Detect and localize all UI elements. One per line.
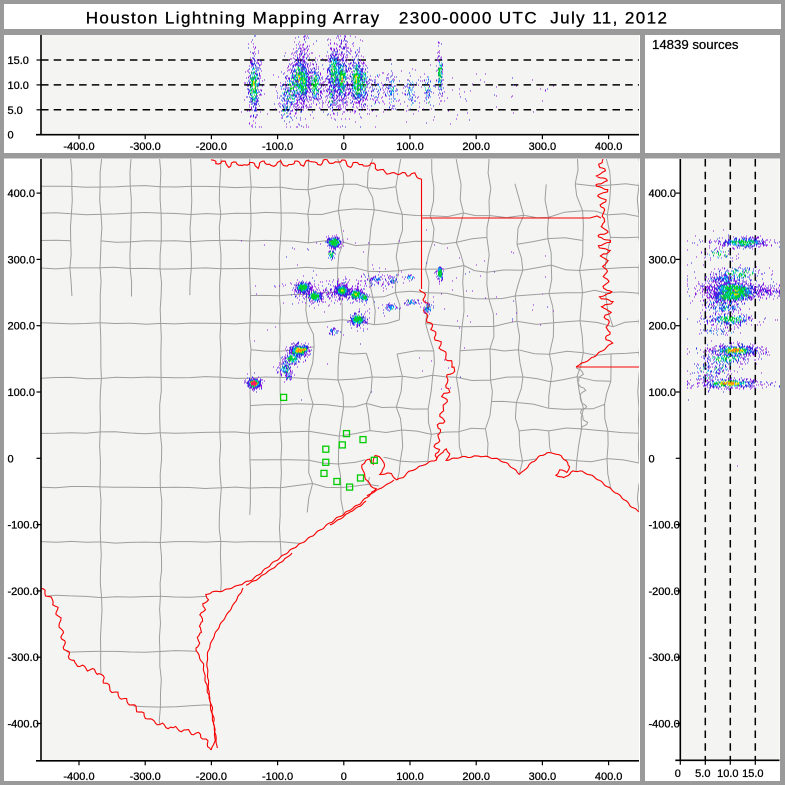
svg-text:0: 0 bbox=[341, 141, 347, 153]
svg-text:100.0: 100.0 bbox=[649, 387, 677, 399]
svg-text:-100.0: -100.0 bbox=[649, 520, 680, 532]
svg-text:15.0: 15.0 bbox=[8, 55, 29, 67]
svg-text:400.0: 400.0 bbox=[595, 141, 623, 153]
svg-text:400.0: 400.0 bbox=[8, 188, 36, 200]
svg-text:300.0: 300.0 bbox=[8, 254, 36, 266]
svg-text:0: 0 bbox=[8, 453, 14, 465]
svg-text:-200.0: -200.0 bbox=[649, 586, 680, 598]
svg-text:300.0: 300.0 bbox=[529, 771, 557, 783]
svg-text:-400.0: -400.0 bbox=[63, 771, 94, 783]
svg-text:Houston Lightning Mapping Arra: Houston Lightning Mapping Array 2300-000… bbox=[86, 9, 669, 28]
svg-text:10.0: 10.0 bbox=[8, 80, 29, 92]
svg-text:200.0: 200.0 bbox=[8, 321, 36, 333]
svg-text:14839 sources: 14839 sources bbox=[652, 37, 739, 52]
svg-text:-100.0: -100.0 bbox=[262, 771, 293, 783]
svg-text:5.0: 5.0 bbox=[8, 105, 23, 117]
svg-text:-300.0: -300.0 bbox=[649, 652, 680, 664]
svg-text:0: 0 bbox=[649, 453, 655, 465]
svg-text:-100.0: -100.0 bbox=[262, 141, 293, 153]
svg-text:-400.0: -400.0 bbox=[649, 719, 680, 731]
svg-text:-200.0: -200.0 bbox=[196, 771, 227, 783]
svg-text:15.0: 15.0 bbox=[742, 768, 763, 780]
svg-text:0: 0 bbox=[341, 771, 347, 783]
svg-text:100.0: 100.0 bbox=[8, 387, 36, 399]
svg-text:0: 0 bbox=[675, 768, 681, 780]
svg-text:10.0: 10.0 bbox=[717, 768, 738, 780]
svg-text:5.0: 5.0 bbox=[695, 768, 710, 780]
svg-text:400.0: 400.0 bbox=[595, 771, 623, 783]
svg-text:300.0: 300.0 bbox=[649, 254, 677, 266]
svg-text:-400.0: -400.0 bbox=[63, 141, 94, 153]
svg-text:200.0: 200.0 bbox=[649, 321, 677, 333]
svg-text:-400.0: -400.0 bbox=[8, 719, 39, 731]
svg-text:-200.0: -200.0 bbox=[196, 141, 227, 153]
svg-text:200.0: 200.0 bbox=[462, 771, 490, 783]
svg-text:-300.0: -300.0 bbox=[130, 141, 161, 153]
svg-text:-300.0: -300.0 bbox=[8, 652, 39, 664]
svg-text:100.0: 100.0 bbox=[396, 771, 424, 783]
svg-text:300.0: 300.0 bbox=[529, 141, 557, 153]
svg-text:100.0: 100.0 bbox=[396, 141, 424, 153]
svg-text:-100.0: -100.0 bbox=[8, 520, 39, 532]
svg-text:400.0: 400.0 bbox=[649, 188, 677, 200]
svg-text:200.0: 200.0 bbox=[462, 141, 490, 153]
svg-text:-300.0: -300.0 bbox=[130, 771, 161, 783]
svg-text:0: 0 bbox=[8, 130, 14, 142]
svg-text:-200.0: -200.0 bbox=[8, 586, 39, 598]
